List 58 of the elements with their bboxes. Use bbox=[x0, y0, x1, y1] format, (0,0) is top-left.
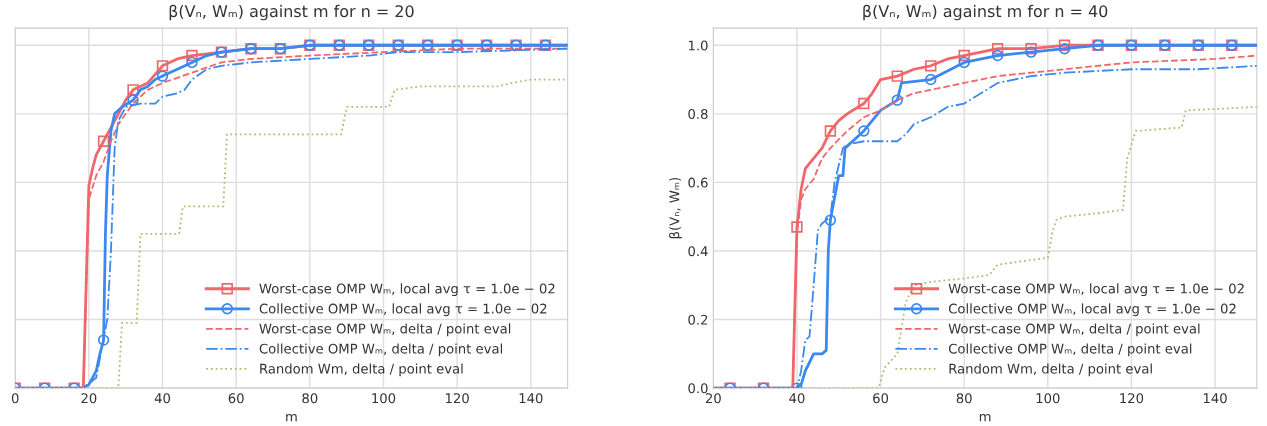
x-tick-label: 100 bbox=[372, 393, 396, 404]
legend-label: Collective OMP Wₘ, delta / point eval bbox=[259, 343, 502, 357]
x-tick-label: 140 bbox=[1203, 393, 1227, 404]
point bbox=[858, 97, 870, 110]
y-tick-label: 1.0 bbox=[688, 40, 708, 51]
legend-label: Collective OMP Wₘ, delta / point eval bbox=[948, 343, 1192, 357]
y-tick-label: 0.4 bbox=[688, 246, 708, 257]
legend-label: Random Wm, delta / point eval bbox=[260, 363, 463, 377]
x-tick-label: 20 bbox=[705, 393, 721, 404]
chart-title: β(Vₙ, Wₘ) against m for n = 40 bbox=[863, 4, 1108, 21]
chart-title: β(Vₙ, Wₘ) against m for n = 20 bbox=[169, 4, 414, 21]
x-axis-title: m bbox=[286, 413, 297, 422]
point bbox=[858, 125, 870, 137]
point bbox=[156, 60, 169, 72]
x-axis-title: m bbox=[979, 413, 991, 422]
point bbox=[791, 221, 803, 233]
y-tick-label: 0.0 bbox=[688, 383, 708, 394]
x-tick-label: 0 bbox=[11, 393, 19, 404]
point bbox=[127, 94, 139, 106]
x-tick-label: 60 bbox=[873, 393, 889, 404]
x-tick-label: 120 bbox=[1120, 393, 1144, 404]
point bbox=[824, 125, 837, 137]
x-tick-label: 60 bbox=[228, 393, 244, 404]
legend-label: Worst-case OMP Wₘ, local avg τ = 1.0e − 02 bbox=[948, 283, 1244, 297]
point bbox=[1058, 42, 1071, 55]
legend-label: Worst-case OMP Wₘ, delta / point eval bbox=[948, 323, 1200, 337]
legend-label: Worst-case OMP Wₘ, local avg τ = 1.0e − 02 bbox=[259, 283, 555, 297]
x-tick-label: 100 bbox=[1036, 393, 1060, 404]
point bbox=[925, 73, 937, 86]
point bbox=[1058, 39, 1071, 51]
legend-label: Collective OMP Wₘ, local avg τ = 1.0e − 02 bbox=[948, 303, 1236, 317]
point bbox=[991, 49, 1004, 62]
point bbox=[891, 70, 903, 82]
point bbox=[958, 56, 970, 69]
point bbox=[186, 49, 198, 62]
point bbox=[958, 49, 970, 62]
x-tick-label: 80 bbox=[302, 393, 318, 404]
point bbox=[925, 60, 937, 72]
x-tick-label: 140 bbox=[519, 393, 543, 404]
point bbox=[891, 94, 903, 106]
point bbox=[156, 70, 169, 82]
point bbox=[127, 84, 139, 96]
x-tick-label: 80 bbox=[956, 393, 972, 404]
point bbox=[991, 42, 1004, 55]
y-tick-label: 0.8 bbox=[688, 109, 708, 120]
x-tick-label: 40 bbox=[789, 393, 805, 404]
point bbox=[824, 214, 837, 226]
legend-label: Worst-case OMP Wₘ, delta / point eval bbox=[259, 323, 511, 337]
point bbox=[186, 56, 198, 69]
x-tick-label: 40 bbox=[154, 393, 171, 404]
point bbox=[97, 135, 110, 147]
x-tick-label: 120 bbox=[445, 393, 469, 404]
x-tick-label: 20 bbox=[81, 393, 97, 404]
legend-label: Collective OMP Wₘ, local avg τ = 1.0e − 02 bbox=[259, 303, 547, 317]
y-tick-label: 0.6 bbox=[688, 177, 708, 188]
legend-label: Random Wm, delta / point eval bbox=[949, 363, 1152, 377]
y-tick-label: 0.2 bbox=[688, 314, 708, 325]
y-axis-title: β(Vₙ, Wₘ) bbox=[669, 177, 682, 239]
